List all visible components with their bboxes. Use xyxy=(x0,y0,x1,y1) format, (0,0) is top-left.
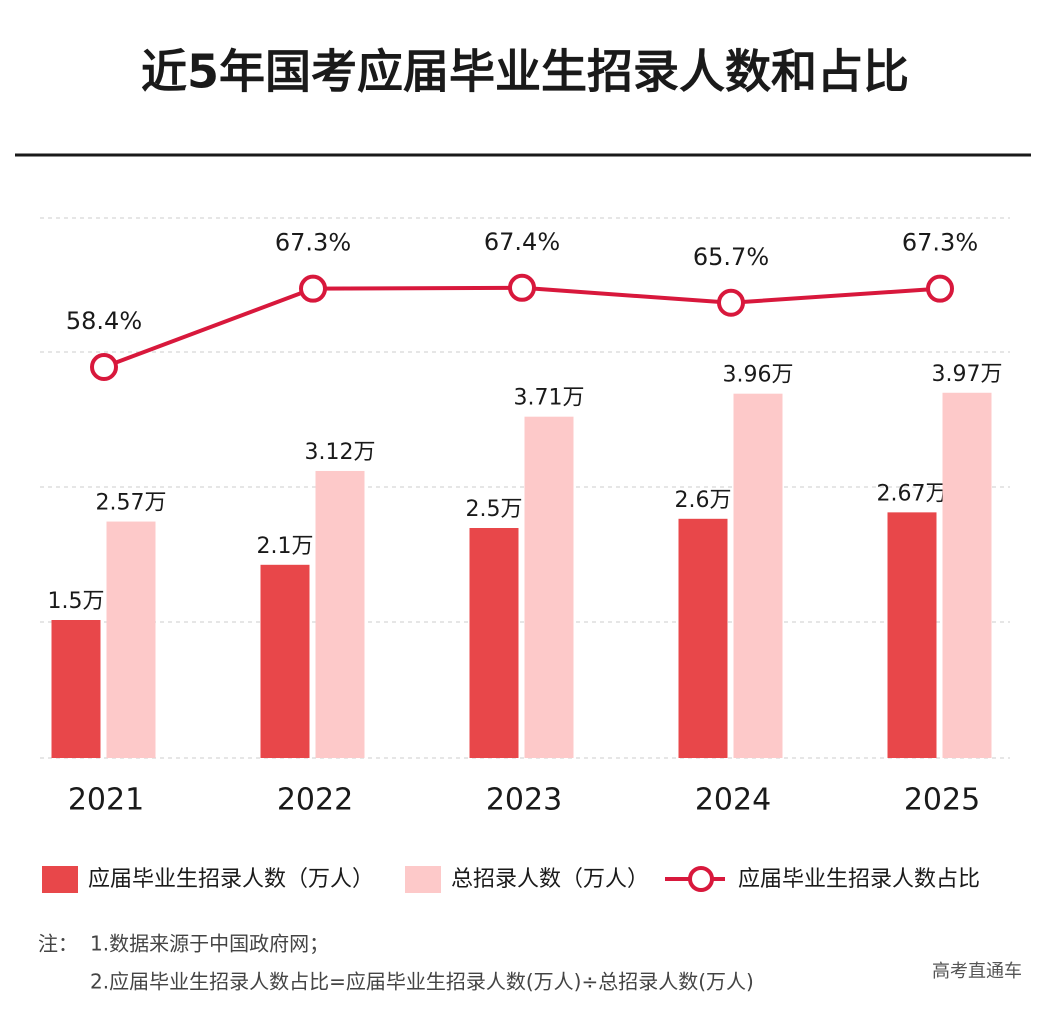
bar xyxy=(524,416,574,758)
line-point xyxy=(717,288,745,317)
bar xyxy=(733,393,783,758)
line-point xyxy=(299,274,327,303)
data-label: 3.12万 xyxy=(305,440,376,465)
bar xyxy=(942,392,992,758)
bar xyxy=(469,528,519,758)
legend-swatch xyxy=(42,866,78,893)
bar xyxy=(678,518,728,758)
data-label: 67.4% xyxy=(484,228,560,256)
x-tick-label: 2021 xyxy=(68,783,144,818)
note-line: 2.应届毕业生招录人数占比=应届毕业生招录人数(万人)÷总招录人数(万人) xyxy=(90,970,754,994)
data-label: 2.67万 xyxy=(877,481,948,506)
legend-swatch xyxy=(405,866,441,893)
bar xyxy=(260,564,310,758)
grid xyxy=(40,217,1010,759)
legend-label: 应届毕业生招录人数（万人） xyxy=(88,867,374,892)
bar xyxy=(887,512,937,758)
data-label: 2.5万 xyxy=(466,497,523,522)
data-label: 1.5万 xyxy=(48,589,105,614)
bar xyxy=(106,521,156,758)
data-label: 58.4% xyxy=(66,307,142,335)
legend-label: 总招录人数（万人） xyxy=(451,867,649,892)
line-point xyxy=(90,353,118,381)
line-point xyxy=(926,274,954,303)
x-tick-label: 2023 xyxy=(486,783,562,818)
data-label: 65.7% xyxy=(693,243,769,271)
data-label: 67.3% xyxy=(902,229,978,257)
bar xyxy=(51,620,101,758)
x-tick-label: 2024 xyxy=(695,783,771,818)
data-label: 67.3% xyxy=(275,229,351,257)
source: 高考直通车 xyxy=(932,961,1022,982)
data-label: 2.57万 xyxy=(96,491,167,516)
x-tick-label: 2022 xyxy=(277,783,353,818)
data-label: 3.71万 xyxy=(514,386,585,411)
data-label: 3.96万 xyxy=(723,363,794,388)
data-label: 2.6万 xyxy=(675,488,732,513)
bar xyxy=(315,470,365,758)
data-label: 3.97万 xyxy=(932,362,1003,387)
legend-label: 应届毕业生招录人数占比 xyxy=(738,867,980,892)
data-label: 2.1万 xyxy=(257,534,314,559)
legend-swatch xyxy=(688,866,714,892)
note-prefix: 注： xyxy=(38,932,78,956)
x-tick-label: 2025 xyxy=(904,783,980,818)
line-point xyxy=(508,273,536,302)
note-line: 1.数据来源于中国政府网； xyxy=(90,932,329,956)
chart-title: 近5年国考应届毕业生招录人数和占比 xyxy=(141,45,909,99)
